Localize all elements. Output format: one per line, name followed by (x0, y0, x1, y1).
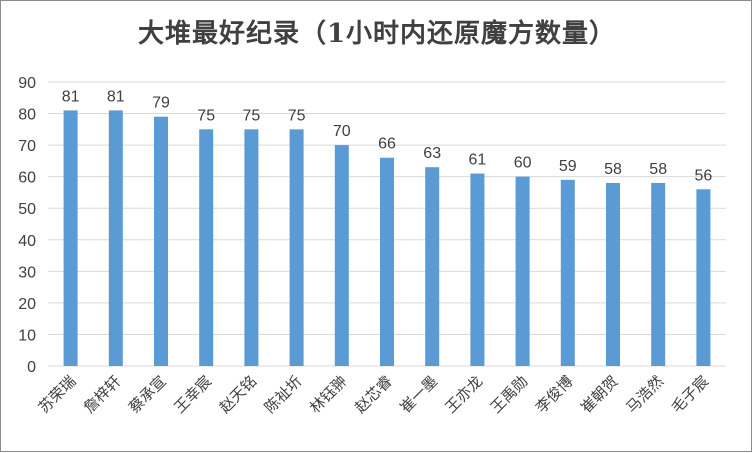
category-label: 赵芯睿 (351, 372, 396, 417)
y-tick-label: 20 (18, 296, 36, 313)
data-label: 60 (514, 155, 532, 172)
y-tick-label: 80 (18, 107, 36, 124)
data-label: 81 (107, 88, 125, 105)
y-tick-label: 70 (18, 138, 36, 155)
bar (108, 110, 123, 367)
category-label: 王亦龙 (442, 372, 487, 417)
bar (334, 145, 349, 366)
category-label: 毛子宸 (668, 372, 713, 417)
data-label: 63 (423, 145, 441, 162)
category-label: 王禹勋 (487, 372, 532, 417)
category-label: 赵天铭 (216, 372, 261, 417)
y-tick-label: 10 (18, 327, 36, 344)
category-label: 詹梓轩 (80, 372, 125, 417)
bar (154, 116, 168, 366)
data-label: 75 (288, 107, 306, 124)
y-tick-label: 30 (18, 264, 36, 281)
bar (515, 176, 530, 366)
data-label: 75 (243, 107, 261, 124)
data-label: 75 (197, 107, 215, 124)
category-label: 李俊博 (532, 372, 577, 417)
data-label: 59 (559, 158, 577, 175)
bar (244, 129, 259, 366)
category-label: 苏荣瑞 (35, 372, 80, 417)
category-label: 林钰翀 (306, 372, 351, 417)
bar (199, 129, 214, 366)
category-label: 崔朝贺 (577, 372, 622, 417)
chart-title: 大堆最好纪录（1小时内还原魔方数量） (137, 19, 617, 49)
bar (289, 129, 304, 366)
bar (63, 110, 78, 367)
category-label: 马浩然 (622, 372, 667, 417)
y-tick-label: 0 (27, 359, 36, 376)
data-label: 58 (649, 161, 667, 178)
category-label: 崔一墨 (396, 372, 441, 417)
bar (425, 167, 440, 366)
category-label: 蔡承宣 (125, 372, 170, 417)
category-label: 陈祉圻 (261, 372, 306, 417)
y-tick-label: 40 (18, 233, 36, 250)
y-tick-label: 50 (18, 201, 36, 218)
data-label: 56 (695, 167, 713, 184)
data-label: 61 (469, 152, 487, 169)
data-label: 81 (62, 88, 80, 105)
data-label: 66 (378, 136, 396, 153)
data-label: 70 (333, 123, 351, 140)
bar (380, 157, 394, 366)
bar (606, 182, 620, 366)
bar (651, 182, 666, 366)
category-label: 王幸宸 (170, 372, 215, 417)
y-tick-label: 90 (18, 75, 36, 92)
bar (470, 173, 485, 366)
y-tick-label: 60 (18, 170, 36, 187)
bar (560, 179, 575, 366)
data-label: 58 (604, 161, 622, 178)
bar (696, 189, 711, 366)
data-label: 79 (152, 95, 170, 112)
